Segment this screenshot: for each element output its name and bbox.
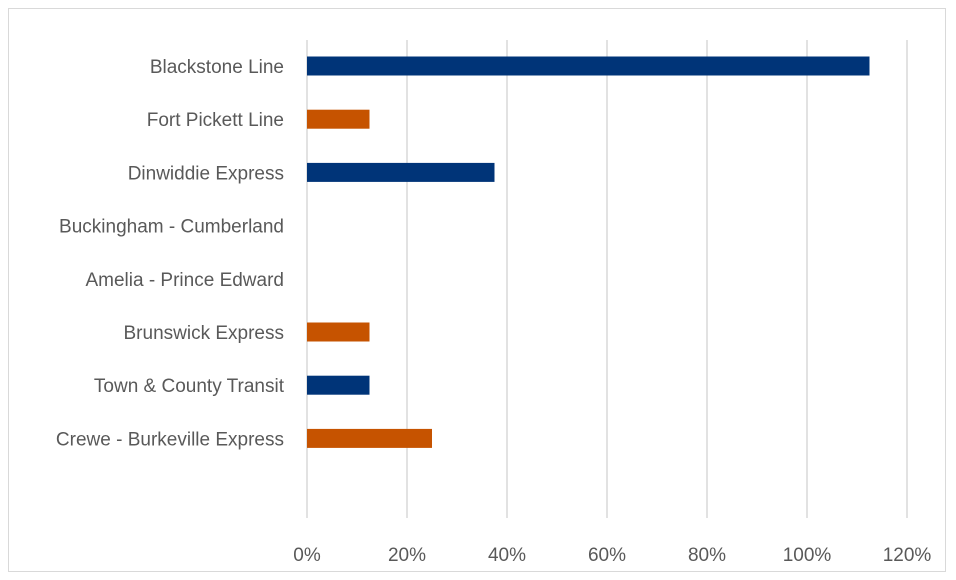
bars [307, 56, 870, 448]
x-tick-label: 80% [688, 545, 726, 566]
category-label: Town & County Transit [94, 376, 285, 397]
x-tick-label: 120% [883, 545, 932, 566]
bar [307, 322, 370, 342]
x-tick-label: 40% [488, 545, 526, 566]
x-tick-label: 20% [388, 545, 426, 566]
x-tick-label: 0% [293, 545, 321, 566]
x-tick-label: 100% [783, 545, 832, 566]
category-label: Crewe - Burkeville Express [56, 429, 284, 450]
bar [307, 109, 370, 129]
bar [307, 162, 495, 182]
bar [307, 375, 370, 395]
x-tick-label: 60% [588, 545, 626, 566]
category-label: Blackstone Line [150, 57, 284, 78]
bar [307, 428, 432, 448]
bar [307, 56, 870, 76]
category-label: Dinwiddie Express [128, 163, 284, 184]
category-label: Buckingham - Cumberland [59, 217, 284, 238]
chart-frame [8, 8, 946, 572]
category-labels: Blackstone Line Fort Pickett Line Dinwiddi… [56, 57, 285, 450]
category-label: Amelia - Prince Edward [85, 270, 284, 291]
category-label: Brunswick Express [124, 323, 285, 344]
category-label: Fort Pickett Line [147, 110, 284, 131]
x-tick-labels: 0% 20% 40% 60% 80% 100% 120% [293, 545, 931, 566]
